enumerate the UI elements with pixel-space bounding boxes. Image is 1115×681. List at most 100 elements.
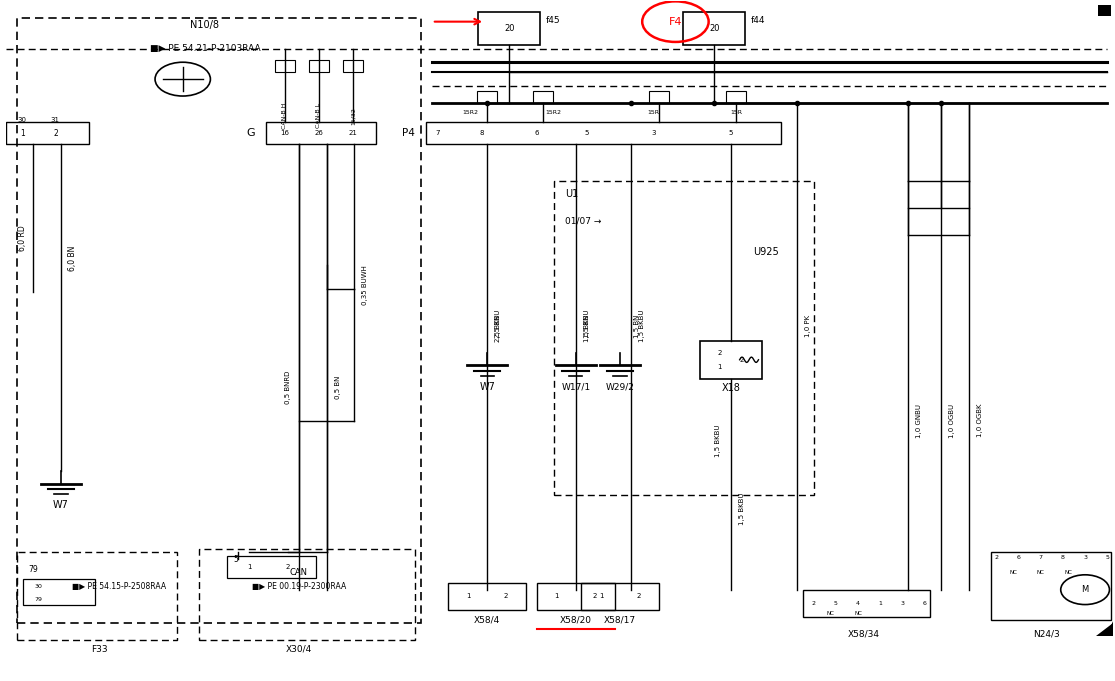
Text: 3: 3 [1083, 555, 1087, 560]
Text: 2: 2 [812, 601, 816, 605]
Bar [448, 583, 526, 610]
Text: X30/4: X30/4 [285, 645, 312, 654]
Bar [23, 579, 95, 605]
Text: NC: NC [1037, 570, 1045, 575]
Text: 2: 2 [995, 555, 999, 560]
Text: 1,5 BKBU: 1,5 BKBU [639, 310, 646, 343]
Bar [477, 91, 497, 103]
Text: 2: 2 [285, 564, 290, 570]
Text: 21: 21 [349, 130, 358, 136]
Text: 5: 5 [584, 130, 589, 136]
Text: 01/07 →: 01/07 → [564, 217, 601, 225]
Text: U925: U925 [753, 247, 778, 257]
Polygon shape [1096, 617, 1115, 635]
Text: X58/20: X58/20 [560, 616, 592, 624]
Text: CAN-B L: CAN-B L [317, 103, 321, 128]
Text: f45: f45 [546, 16, 561, 25]
Text: N24/3: N24/3 [1032, 629, 1059, 638]
Text: 1,0 PK: 1,0 PK [805, 315, 812, 337]
Text: 79: 79 [35, 597, 42, 602]
Text: 0,5 BN: 0,5 BN [334, 375, 341, 398]
Bar [803, 590, 930, 617]
Text: W29/2: W29/2 [605, 382, 634, 392]
Text: 4: 4 [856, 601, 860, 605]
Text: 15R2: 15R2 [463, 110, 478, 116]
Text: 79: 79 [28, 565, 38, 574]
Text: 1,5 BKBU: 1,5 BKBU [715, 425, 720, 457]
Text: F4: F4 [669, 16, 682, 27]
Text: G: G [246, 128, 254, 138]
Text: 20: 20 [504, 24, 515, 33]
Bar [726, 91, 746, 103]
Text: 1,0 OGBK: 1,0 OGBK [977, 404, 983, 437]
Text: 1: 1 [466, 593, 471, 599]
Text: 1: 1 [599, 593, 603, 599]
Bar [6, 123, 88, 144]
Bar [649, 91, 669, 103]
Text: 1,5 BN: 1,5 BN [584, 314, 590, 338]
Text: 7: 7 [1039, 555, 1043, 560]
Text: W7: W7 [479, 382, 495, 392]
Text: 2: 2 [739, 357, 744, 363]
Text: X58/4: X58/4 [474, 616, 501, 624]
Text: 2,5 BN: 2,5 BN [495, 315, 502, 338]
Text: 1: 1 [246, 564, 251, 570]
Text: 8: 8 [1061, 555, 1065, 560]
Bar [309, 60, 329, 72]
Text: 2: 2 [718, 350, 721, 356]
Text: ■▶ PE 54.15-P-2508RAA: ■▶ PE 54.15-P-2508RAA [72, 582, 166, 591]
Bar [683, 12, 745, 46]
Text: X58/34: X58/34 [847, 629, 880, 638]
Text: 0,5 BNRD: 0,5 BNRD [285, 370, 291, 404]
Text: ■▶ PE 54.21-P-2103RAA: ■▶ PE 54.21-P-2103RAA [149, 44, 260, 53]
Text: 1,5 BN: 1,5 BN [633, 314, 640, 338]
Polygon shape [1107, 617, 1115, 633]
Text: 15R: 15R [730, 110, 743, 116]
Text: NC: NC [854, 611, 862, 616]
Text: CAN: CAN [290, 568, 308, 577]
Text: 1,0 GNBU: 1,0 GNBU [917, 404, 922, 438]
Bar [343, 60, 363, 72]
Text: 30: 30 [35, 584, 42, 589]
Text: 5: 5 [728, 130, 733, 136]
Text: N10/8: N10/8 [191, 20, 220, 30]
Bar [478, 12, 541, 46]
Text: X58/17: X58/17 [604, 616, 637, 624]
Bar [991, 552, 1111, 620]
Text: 0,35 BUWH: 0,35 BUWH [362, 266, 368, 305]
Text: 15R: 15R [648, 110, 659, 116]
Text: 7: 7 [435, 130, 439, 136]
Text: NC: NC [1009, 570, 1017, 575]
Bar [426, 123, 780, 144]
Text: CAN-B H: CAN-B H [282, 102, 287, 129]
Text: 2,5 BKBU: 2,5 BKBU [495, 310, 502, 342]
Bar [265, 123, 377, 144]
Text: 1,5 BKBU: 1,5 BKBU [584, 310, 590, 343]
Text: 3: 3 [651, 130, 656, 136]
Text: 6: 6 [922, 601, 927, 605]
Text: f44: f44 [750, 16, 765, 25]
Text: NC: NC [826, 611, 834, 616]
Bar [581, 583, 659, 610]
Text: 1: 1 [20, 129, 25, 138]
Text: 30: 30 [18, 116, 27, 123]
Text: F33: F33 [91, 645, 108, 654]
Bar [1098, 5, 1111, 16]
Text: 6,0 RD: 6,0 RD [18, 225, 27, 251]
Text: 31: 31 [51, 116, 60, 123]
Text: X18: X18 [721, 383, 740, 393]
Text: 16: 16 [280, 130, 289, 136]
Text: 1: 1 [717, 364, 723, 370]
Bar [537, 583, 614, 610]
Text: 5: 5 [233, 555, 239, 564]
Text: 5: 5 [834, 601, 837, 605]
Bar [533, 91, 553, 103]
Text: 1: 1 [554, 593, 560, 599]
Text: 1,5 BKBU: 1,5 BKBU [739, 492, 745, 525]
Text: W7: W7 [54, 500, 69, 510]
Text: 26: 26 [314, 130, 323, 136]
Text: 1,0 OGBU: 1,0 OGBU [949, 404, 956, 438]
Text: 1: 1 [879, 601, 882, 605]
Text: 6: 6 [1017, 555, 1020, 560]
Text: NC: NC [1065, 570, 1073, 575]
